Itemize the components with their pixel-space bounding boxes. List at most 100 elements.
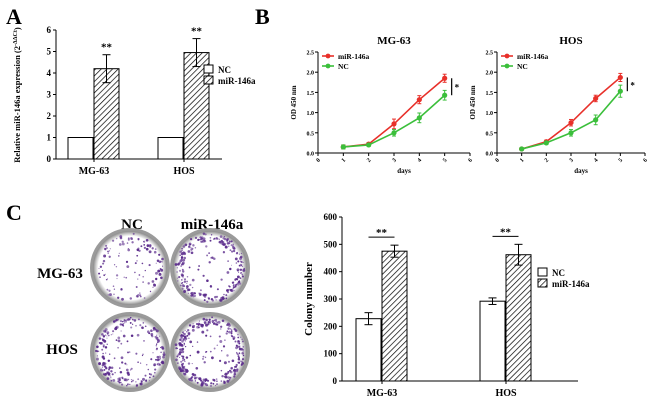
colony-spot	[105, 352, 107, 354]
colony-spot	[186, 285, 189, 288]
colony-spot	[111, 373, 114, 376]
colony-spot	[114, 319, 117, 322]
colony-spot	[158, 272, 162, 276]
colony-spot	[110, 376, 112, 378]
colony-spot	[137, 278, 139, 280]
colony-spot	[126, 364, 128, 366]
colony-spot	[235, 365, 237, 368]
colony-spot	[221, 374, 224, 378]
y-tick-label: 6	[47, 25, 52, 35]
colony-spot	[237, 340, 240, 343]
colony-spot	[137, 378, 140, 381]
colony-spot	[156, 338, 160, 342]
y-tick-label: 0.0	[307, 152, 315, 158]
colony-spot	[235, 262, 238, 264]
colony-spot	[227, 323, 231, 327]
colony-spot	[101, 333, 104, 336]
colony-spot	[208, 318, 211, 321]
colony-spot	[205, 334, 208, 337]
colony-spot	[119, 320, 123, 323]
colony-spot	[177, 353, 180, 356]
legend-label: miR-146a	[552, 279, 590, 289]
colony-spot	[233, 372, 237, 376]
colony-spot	[126, 242, 129, 244]
colony-spot	[152, 286, 154, 288]
colony-spot	[148, 380, 150, 382]
colony-spot	[138, 318, 140, 321]
colony-spot	[177, 362, 179, 364]
data-point-mir-146a	[593, 95, 599, 102]
colony-spot	[115, 266, 118, 268]
colony-spot	[161, 360, 164, 364]
colony-spot	[220, 380, 223, 382]
colony-spot	[187, 288, 190, 291]
colony-spot	[223, 381, 226, 385]
colony-spot	[211, 316, 213, 319]
colony-spot	[125, 368, 129, 372]
colony-spot	[148, 244, 152, 248]
colony-spot	[237, 336, 240, 339]
colony-spot	[101, 363, 105, 367]
colony-spot	[238, 345, 241, 348]
colony-spot	[153, 283, 157, 287]
colony-spot	[231, 264, 232, 266]
colony-spot	[118, 255, 120, 257]
colony-spot	[181, 359, 184, 362]
x-category-label: MG-63	[367, 388, 398, 399]
colony-spot	[123, 322, 125, 324]
colony-spot	[216, 321, 218, 323]
colony-spot	[242, 268, 246, 272]
colony-spot	[225, 297, 228, 300]
colony-spot	[139, 292, 141, 294]
colony-spot	[120, 356, 124, 360]
colony-spot	[108, 366, 112, 369]
colony-spot	[178, 276, 181, 279]
colony-spot	[109, 375, 111, 377]
colony-spot	[96, 345, 99, 349]
colony-spot	[101, 366, 104, 368]
colony-spot	[186, 276, 189, 278]
colony-spot	[105, 244, 108, 247]
colony-spot	[223, 243, 225, 246]
colony-spot	[127, 248, 131, 252]
colony-spot	[122, 377, 124, 380]
colony-spot	[120, 330, 122, 332]
panel-b-mg63-line-chart: MG-63 0.0 0.5 1.0 1.5 2.0 2.5 0 1 2 3 4 5 6 days OD 450…	[290, 35, 474, 175]
colony-spot	[237, 357, 241, 361]
colony-spot	[178, 269, 182, 272]
colony-spot	[213, 257, 216, 261]
colony-spot	[160, 276, 163, 280]
colony-spot	[153, 329, 155, 331]
panel-c-bar-chart: 0 100 200 300 400 500 600 MG-63 ** HOS ** NCmiR-146…	[303, 212, 590, 399]
colony-spot	[117, 318, 119, 321]
legend-swatch-nc	[537, 267, 548, 277]
x-category-label: MG-63	[79, 166, 110, 177]
colony-spot	[228, 285, 230, 287]
colony-spot	[174, 343, 178, 347]
y-tick-label: 2.0	[486, 71, 494, 77]
colony-spot	[215, 320, 217, 323]
colony-spot	[223, 361, 227, 365]
colony-spot	[204, 293, 208, 297]
colony-spot	[237, 355, 240, 358]
colony-spot	[115, 339, 118, 341]
x-tick-label: 6	[468, 158, 474, 164]
colony-spot	[201, 330, 205, 334]
colony-spot	[228, 379, 231, 381]
colony-spot	[142, 353, 144, 355]
colony-spot	[188, 337, 190, 339]
colony-spot	[236, 275, 240, 279]
colony-spot	[180, 252, 184, 256]
colony-spot	[145, 247, 149, 251]
colony-spot	[192, 345, 194, 348]
colony-spot	[242, 346, 245, 348]
colony-spot	[193, 376, 197, 380]
y-tick-label: 1.5	[486, 91, 494, 97]
colony-spot	[162, 265, 164, 267]
colony-spot	[224, 339, 226, 341]
colony-spot	[104, 248, 107, 251]
colony-spot	[183, 344, 186, 346]
colony-spot	[241, 340, 244, 343]
colony-spot	[157, 269, 161, 273]
colony-spot	[231, 329, 233, 331]
